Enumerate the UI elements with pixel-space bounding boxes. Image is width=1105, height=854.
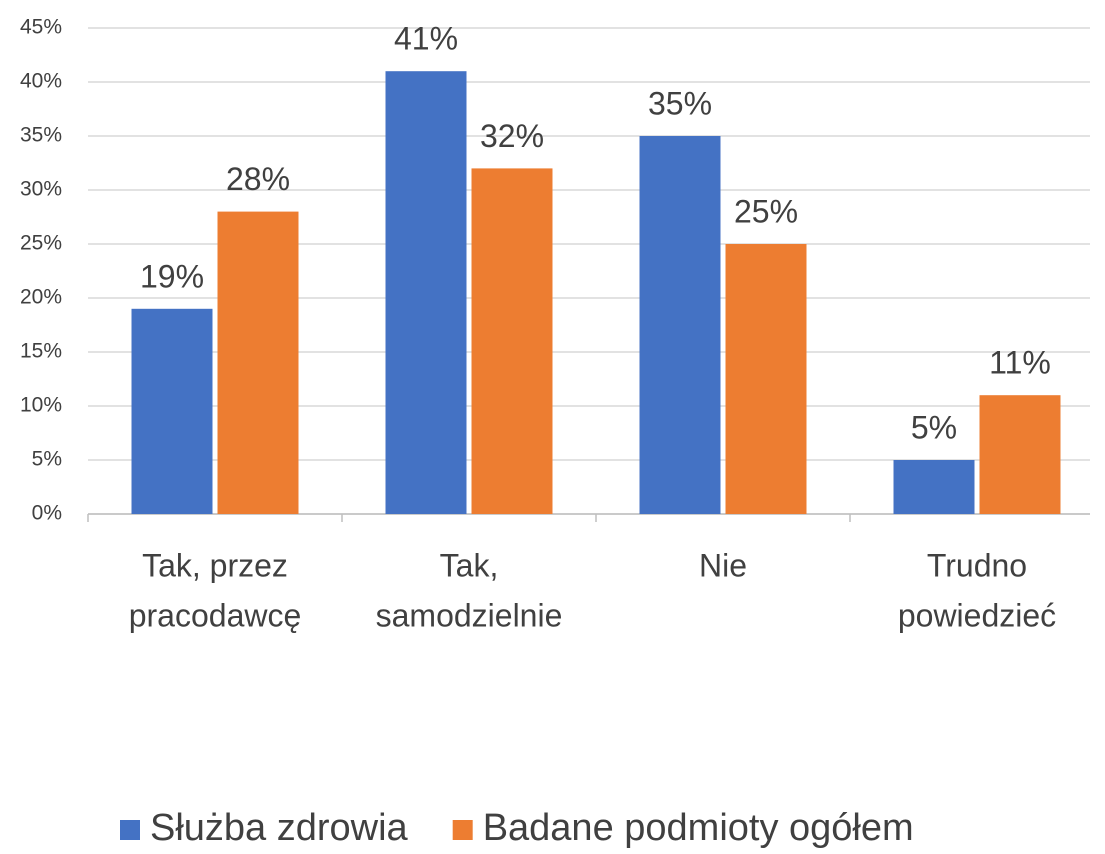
data-label: 11% (989, 345, 1051, 381)
data-label: 28% (226, 161, 290, 197)
data-label: 32% (480, 118, 544, 154)
x-tick-label: Tak, (440, 547, 499, 583)
x-tick-label: samodzielnie (376, 597, 563, 633)
bar (471, 168, 553, 514)
bar (725, 244, 807, 514)
data-label: 19% (140, 258, 204, 294)
y-tick-label: 20% (20, 286, 62, 309)
bar (217, 211, 299, 514)
y-tick-label: 40% (20, 70, 62, 93)
x-tick-label: Trudno (927, 547, 1027, 583)
bar (979, 395, 1061, 514)
y-tick-label: 10% (20, 394, 62, 417)
data-label: 41% (394, 21, 458, 57)
y-tick-label: 0% (32, 502, 62, 525)
data-label: 35% (648, 85, 712, 121)
legend-label: Badane podmioty ogółem (483, 807, 914, 849)
bar (893, 460, 975, 514)
x-tick-label: pracodawcę (129, 597, 302, 633)
x-tick-label: Nie (699, 547, 747, 583)
x-tick-label: powiedzieć (898, 597, 1056, 633)
data-label: 5% (911, 409, 957, 445)
bar (131, 308, 213, 514)
legend-label: Służba zdrowia (150, 807, 409, 849)
y-tick-label: 5% (32, 448, 62, 471)
bar (639, 136, 721, 514)
data-label: 25% (734, 193, 798, 229)
y-tick-label: 35% (20, 124, 62, 147)
y-tick-label: 45% (20, 16, 62, 39)
legend-swatch (452, 820, 473, 840)
bar (385, 71, 467, 514)
y-tick-label: 15% (20, 340, 62, 363)
y-tick-label: 25% (20, 232, 62, 255)
legend-swatch (120, 820, 140, 840)
y-tick-label: 30% (20, 178, 62, 201)
x-tick-label: Tak, przez (142, 547, 288, 583)
